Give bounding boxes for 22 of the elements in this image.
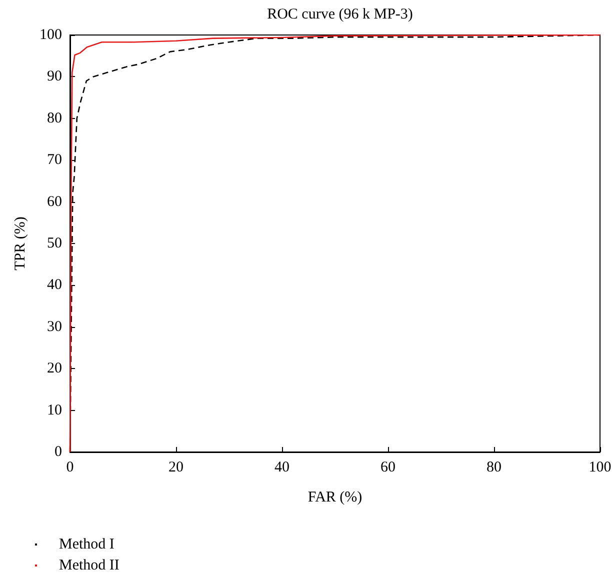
- y-tick-label: 40: [47, 277, 62, 294]
- chart-title: ROC curve (96 k MP-3): [267, 6, 413, 22]
- x-axis-title: FAR (%): [308, 490, 362, 506]
- x-tick-label: 20: [168, 460, 184, 476]
- y-tick-label: 60: [47, 194, 62, 210]
- x-tick-label: 60: [380, 460, 396, 476]
- y-tick-label: 0: [54, 444, 62, 460]
- y-tick-label: 70: [47, 152, 62, 168]
- y-tick-label: 20: [47, 360, 62, 377]
- y-tick-label: 80: [47, 110, 62, 126]
- y-tick-label: 90: [47, 68, 62, 85]
- legend-label: Method II: [59, 558, 120, 574]
- y-tick-label: 50: [47, 236, 62, 252]
- x-tick-label: 0: [66, 460, 74, 476]
- y-tick-label: 100: [40, 27, 62, 43]
- legend-label: Method I: [59, 536, 114, 552]
- y-axis-title: TPR (%): [12, 216, 28, 270]
- x-tick-label: 80: [486, 460, 502, 476]
- x-tick-label: 100: [588, 460, 612, 476]
- y-tick-label: 30: [47, 318, 62, 335]
- x-tick-label: 40: [274, 460, 290, 476]
- y-tick-label: 10: [47, 402, 62, 418]
